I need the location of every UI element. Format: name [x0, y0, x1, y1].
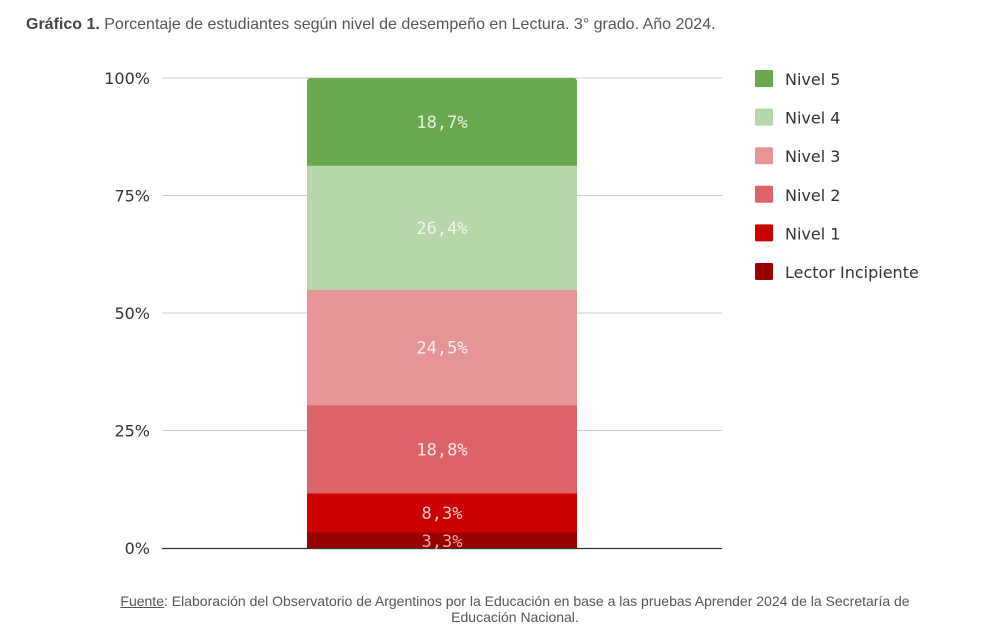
y-tick-label: 0% — [125, 539, 150, 558]
bar-segment-nivel-5 — [307, 78, 577, 166]
legend-item: Nivel 4 — [755, 108, 840, 128]
legend-swatch — [755, 108, 773, 126]
bar-segment-lector-incipiente — [307, 532, 577, 548]
legend-swatch — [755, 224, 773, 242]
segment-label: 18,7% — [416, 113, 467, 133]
segment-label: 3,3% — [422, 532, 463, 552]
legend-item: Nivel 5 — [755, 70, 840, 89]
legend-swatch — [755, 147, 773, 165]
y-axis-ticks: 0% 25% 50% 75% 100% — [104, 69, 150, 558]
legend-label: Lector Incipiente — [785, 263, 919, 282]
y-tick-label: 100% — [104, 69, 150, 88]
y-tick-label: 50% — [114, 304, 150, 323]
legend-swatch — [755, 70, 773, 87]
bar-segment-nivel-4 — [307, 165, 577, 290]
chart-title-text: Porcentaje de estudiantes según nivel de… — [99, 16, 716, 33]
legend-label: Nivel 5 — [785, 70, 840, 89]
chart-title: Gráfico 1. Porcentaje de estudiantes seg… — [26, 16, 716, 34]
segment-label: 18,8% — [416, 440, 467, 460]
source-note: Fuente: Elaboración del Observatorio de … — [0, 593, 992, 625]
y-tick-label: 75% — [114, 187, 150, 206]
legend-label: Nivel 4 — [785, 109, 840, 128]
legend-item: Nivel 3 — [755, 147, 840, 166]
segment-label: 24,5% — [416, 339, 467, 359]
stacked-bar-chart: 0% 25% 50% 75% 100% 3,3% 8,3% 18,8% 24,5% 26,4% 1… — [104, 69, 919, 558]
legend-label: Nivel 2 — [785, 186, 840, 205]
legend-item: Lector Incipiente — [755, 263, 919, 282]
legend: Nivel 5 Nivel 4 Nivel 3 Nivel 2 Nivel 1 Lecto… — [755, 70, 919, 282]
y-tick-label: 25% — [114, 422, 150, 441]
legend-swatch — [755, 263, 773, 280]
bar-segments — [307, 78, 577, 548]
source-key: Fuente — [120, 593, 164, 609]
bar-segment-nivel-3 — [307, 289, 577, 406]
legend-label: Nivel 3 — [785, 147, 840, 166]
legend-label: Nivel 1 — [785, 224, 840, 243]
segment-label: 8,3% — [422, 504, 463, 524]
source-text: : Elaboración del Observatorio de Argent… — [163, 593, 910, 609]
legend-item: Nivel 1 — [755, 224, 840, 243]
bar-segment-nivel-1 — [307, 493, 577, 533]
legend-swatch — [755, 185, 773, 203]
chart-title-prefix: Gráfico 1. — [26, 16, 100, 33]
legend-item: Nivel 2 — [755, 185, 840, 205]
segment-labels: 3,3% 8,3% 18,8% 24,5% 26,4% 18,7% — [416, 113, 467, 552]
source-text-line2: Educación Nacional. — [451, 609, 579, 625]
segment-label: 26,4% — [416, 219, 467, 239]
bar-segment-nivel-2 — [307, 405, 577, 494]
